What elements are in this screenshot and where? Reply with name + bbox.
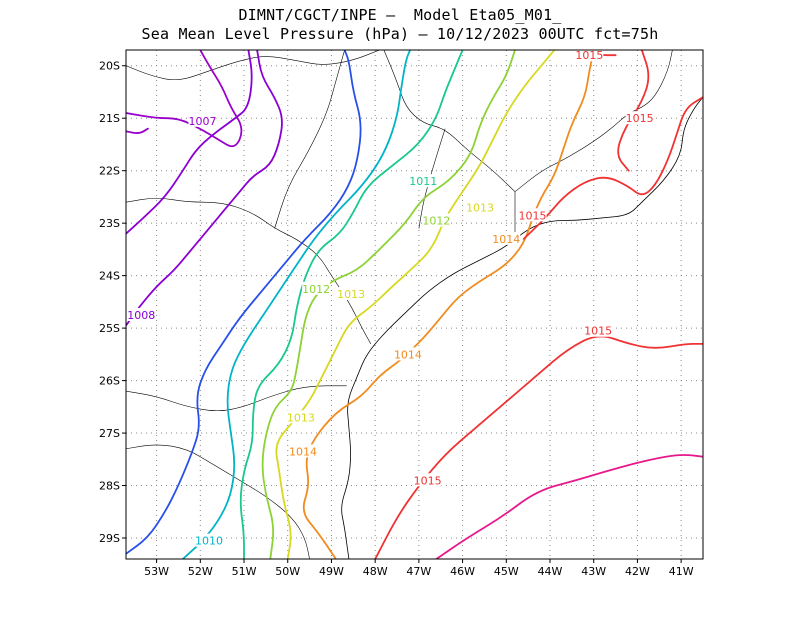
y-tick-label: 25S xyxy=(99,322,120,335)
isobar-label-bg xyxy=(575,48,604,62)
isobar-label: 1012 xyxy=(302,283,330,296)
isobar-1015 xyxy=(374,335,703,559)
title-line-2: Sea Mean Level Pressure (hPa) – 10/12/20… xyxy=(141,25,659,43)
isobar-label-bg xyxy=(466,200,495,214)
isobar-label: 1014 xyxy=(394,348,422,361)
isobar-label-bg xyxy=(584,323,613,337)
isobar-label: 1013 xyxy=(287,411,315,424)
x-tick-label: 48W xyxy=(363,565,388,578)
x-tick-label: 46W xyxy=(450,565,475,578)
isobar-1015 xyxy=(522,96,703,240)
plot-frame xyxy=(125,49,704,560)
isobar-1009 xyxy=(126,50,362,555)
y-tick-label: 22S xyxy=(99,165,120,178)
x-tick-label: 51W xyxy=(232,565,257,578)
isobar-label: 1014 xyxy=(289,445,317,458)
isobar-1007 xyxy=(126,127,149,134)
isobar-1008 xyxy=(126,50,283,327)
isobar-label-bg xyxy=(195,533,224,547)
state-border xyxy=(418,128,446,229)
isobar-label: 1014 xyxy=(492,233,520,246)
isobar-label: 1015 xyxy=(414,474,442,487)
x-tick-label: 44W xyxy=(538,565,563,578)
isobar-1011 xyxy=(239,50,464,559)
x-tick-label: 41W xyxy=(669,565,694,578)
isobar-label-bg xyxy=(127,307,156,321)
state-border xyxy=(514,50,673,192)
y-tick-label: 21S xyxy=(99,112,120,125)
isobar-label-bg xyxy=(409,174,438,188)
isobar-1008 xyxy=(126,50,253,235)
state-border xyxy=(274,50,345,229)
isobar-label-layer: 1007 1008 1010 1011 1012 1012 1013 1013 1013 1014… xyxy=(127,48,654,548)
y-tick-label: 29S xyxy=(99,532,120,545)
x-tick-label: 42W xyxy=(625,565,650,578)
state-border xyxy=(126,50,380,81)
y-tick-label: 27S xyxy=(99,427,120,440)
isobar-1012 xyxy=(261,50,516,559)
isobar-label-bg xyxy=(289,444,318,458)
state-border xyxy=(126,385,347,412)
x-tick-label: 53W xyxy=(144,565,169,578)
y-tick-label: 26S xyxy=(99,375,120,388)
state-border xyxy=(126,444,310,559)
isobar-label-bg xyxy=(393,347,422,361)
isobar-label: 1008 xyxy=(127,309,155,322)
isobar-label: 1007 xyxy=(188,115,216,128)
isobar-label: 1015 xyxy=(575,49,603,62)
coastline xyxy=(341,96,703,559)
x-tick-label: 50W xyxy=(275,565,300,578)
isobar-1014 xyxy=(302,50,595,559)
isobar-1007 xyxy=(126,50,243,148)
x-tick-label: 52W xyxy=(188,565,213,578)
isobar-label-bg xyxy=(492,231,521,245)
state-border xyxy=(383,50,516,192)
isobar-label-bg xyxy=(422,213,451,227)
y-tick-label: 20S xyxy=(99,60,120,73)
y-tick-label: 23S xyxy=(99,217,120,230)
state-border xyxy=(126,197,372,345)
isobar-1015 xyxy=(617,50,650,172)
isobar-label: 1015 xyxy=(584,325,612,338)
x-tick-label: 49W xyxy=(319,565,344,578)
isobar-label: 1015 xyxy=(626,112,654,125)
isobar-label-bg xyxy=(413,473,442,487)
title-line-1: DIMNT/CGCT/INPE – Model Eta05_M01_ xyxy=(238,6,562,24)
isobar-label-bg xyxy=(286,410,315,424)
isobar-label-bg xyxy=(337,287,366,301)
y-tick-label: 28S xyxy=(99,480,120,493)
isobar-label-bg xyxy=(518,208,547,222)
isobar-layer xyxy=(126,50,703,559)
isobar-label: 1010 xyxy=(195,535,223,548)
isobar-label: 1013 xyxy=(466,201,494,214)
isobar-1013 xyxy=(275,50,556,559)
y-tick-label: 24S xyxy=(99,270,120,283)
isobar-label-bg xyxy=(302,281,331,295)
axis-ticks: 53W 52W 51W 50W 49W 48W 47W 46W 45W 44W 43W 42W 41W 2… xyxy=(99,60,694,578)
x-tick-label: 45W xyxy=(494,565,519,578)
isobar-label-bg xyxy=(625,111,654,125)
x-tick-label: 43W xyxy=(581,565,606,578)
isobar-label: 1013 xyxy=(337,288,365,301)
isobar-1016 xyxy=(435,454,703,559)
isobar-label-bg xyxy=(188,113,217,127)
isobar-label: 1011 xyxy=(409,175,437,188)
x-tick-label: 47W xyxy=(406,565,431,578)
isobar-label: 1012 xyxy=(422,215,450,228)
isobar-label: 1015 xyxy=(519,209,547,222)
isobar-1010 xyxy=(181,50,411,559)
